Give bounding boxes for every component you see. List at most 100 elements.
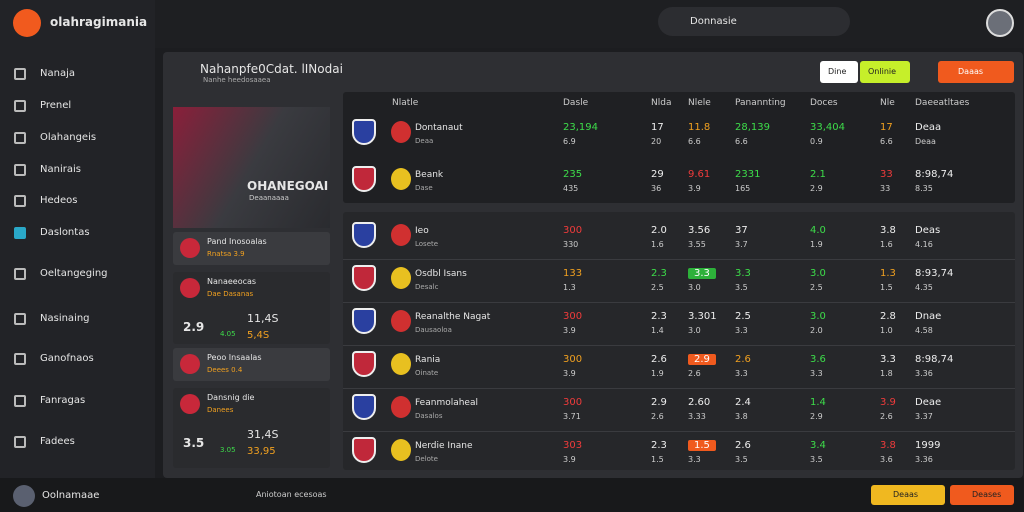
cell-top: 2.3 [651, 311, 667, 322]
team-name: Osdbl Isans [415, 269, 467, 279]
cell-top: 3.56 [688, 225, 711, 236]
cell-bottom: 3.71 [563, 412, 581, 421]
panel-button[interactable] [938, 61, 1014, 83]
cell-bottom: 0.9 [810, 137, 823, 146]
nav-item[interactable]: Daslontas [40, 227, 90, 238]
cell-bottom: 1.4 [651, 326, 664, 335]
cell-top: 3.0 [810, 268, 826, 279]
list-b: 33,95 [247, 446, 276, 457]
list-sub: Dae Dasanas [207, 290, 254, 298]
nav-icon [14, 313, 26, 325]
nav-icon [14, 436, 26, 448]
nav-icon [14, 395, 26, 407]
list-sub: Danees [207, 406, 234, 414]
footer-bar [0, 478, 1024, 512]
panel-button[interactable] [860, 61, 910, 83]
nav-icon [14, 100, 26, 112]
nav-item[interactable]: Prenel [40, 100, 72, 111]
cell-top: 8:98,74 [915, 169, 954, 180]
nav-item[interactable]: Fanragas [40, 395, 86, 406]
nav-item[interactable]: Hedeos [40, 195, 78, 206]
cell-top: 33 [880, 169, 893, 180]
nav-icon [14, 268, 26, 280]
list-title: Peoo Insaalas [207, 353, 262, 362]
table-header: Nle [880, 98, 895, 108]
list-big: 31,4S [247, 428, 279, 441]
cell-bottom: 4.58 [915, 326, 933, 335]
cell-top: 8:93,74 [915, 268, 954, 279]
cell-top: 3.8 [880, 440, 896, 451]
cell-top: 300 [563, 397, 583, 408]
cell-bottom: 3.3 [735, 369, 748, 378]
panel-button[interactable] [820, 61, 858, 83]
footer-button[interactable] [950, 485, 1014, 505]
nav-item[interactable]: Oeltangeging [40, 268, 108, 279]
cell-bottom: 3.9 [563, 369, 576, 378]
cell-top: 2.9 [688, 354, 716, 365]
nav-item[interactable]: Nanaja [40, 68, 75, 79]
list-score: 3.5 [183, 436, 205, 450]
cell-bottom: 1.6 [880, 240, 893, 249]
panel-button-label[interactable]: Daaas [958, 67, 984, 76]
footer-button-label[interactable]: Deases [972, 490, 1002, 499]
nav-icon [14, 132, 26, 144]
panel-button-label[interactable]: Dine [828, 67, 847, 76]
nav-item[interactable]: Nasinaing [40, 313, 90, 324]
team-badge [391, 310, 411, 332]
logo [13, 9, 41, 37]
footer-button[interactable] [871, 485, 945, 505]
cell-bottom: 2.6 [651, 412, 664, 421]
team-badge [391, 267, 411, 289]
nav-icon [14, 353, 26, 365]
table-header: Panannting [735, 98, 786, 108]
cell-bottom: 6.9 [563, 137, 576, 146]
list-title: Pand Inosoalas [207, 237, 267, 246]
cell-bottom: 1.9 [651, 369, 664, 378]
team-badge [352, 394, 376, 420]
cell-top: 2.60 [688, 397, 711, 408]
cell-top: 3.9 [880, 397, 896, 408]
cell-bottom: 3.33 [688, 412, 706, 421]
cell-top: 3.0 [810, 311, 826, 322]
cell-top: 3.301 [688, 311, 717, 322]
cell-bottom: 2.6 [688, 369, 701, 378]
panel-button-label[interactable]: Onlinie [868, 67, 897, 76]
row-divider [343, 431, 1015, 432]
cell-bottom: 33 [880, 184, 891, 193]
nav-item[interactable]: Ganofnaos [40, 353, 94, 364]
list-title: Dansnig die [207, 393, 255, 402]
team-badge [352, 265, 376, 291]
cell-top: 29 [651, 169, 664, 180]
team-badge [391, 439, 411, 461]
cell-bottom: 6.6 [880, 137, 893, 146]
cell-top: 9.61 [688, 169, 711, 180]
cell-top: 2.1 [810, 169, 826, 180]
table-header: Daeeatltaes [915, 98, 970, 108]
cell-bottom: 3.0 [688, 283, 701, 292]
nav-item[interactable]: Nanirais [40, 164, 81, 175]
cell-bottom: 2.0 [810, 326, 823, 335]
cell-bottom: 3.6 [880, 455, 893, 464]
cell-bottom: 1.9 [810, 240, 823, 249]
list-big: 11,4S [247, 312, 279, 325]
team-sub: Desalc [415, 283, 439, 291]
team-name: Rania [415, 355, 441, 365]
user-avatar [13, 485, 35, 507]
cell-top: 3.4 [810, 440, 826, 451]
cell-top: 3.3 [688, 268, 716, 279]
team-sub: Dasalos [415, 412, 443, 420]
avatar[interactable] [986, 9, 1014, 37]
table-header: Dasle [563, 98, 589, 108]
cell-bottom: 1.0 [880, 326, 893, 335]
nav-item[interactable]: Olahangeis [40, 132, 97, 143]
search-box[interactable] [658, 7, 850, 36]
row-divider [343, 302, 1015, 303]
footer-button-label[interactable]: Deaas [893, 490, 919, 499]
cell-bottom: 3.5 [735, 283, 748, 292]
footer-text: Aniotoan ecesoas [256, 490, 327, 499]
cell-top: 2.4 [735, 397, 751, 408]
row-divider [343, 345, 1015, 346]
nav-item[interactable]: Fadees [40, 436, 75, 447]
cell-top: 17 [880, 122, 893, 133]
featured-image [173, 107, 330, 228]
